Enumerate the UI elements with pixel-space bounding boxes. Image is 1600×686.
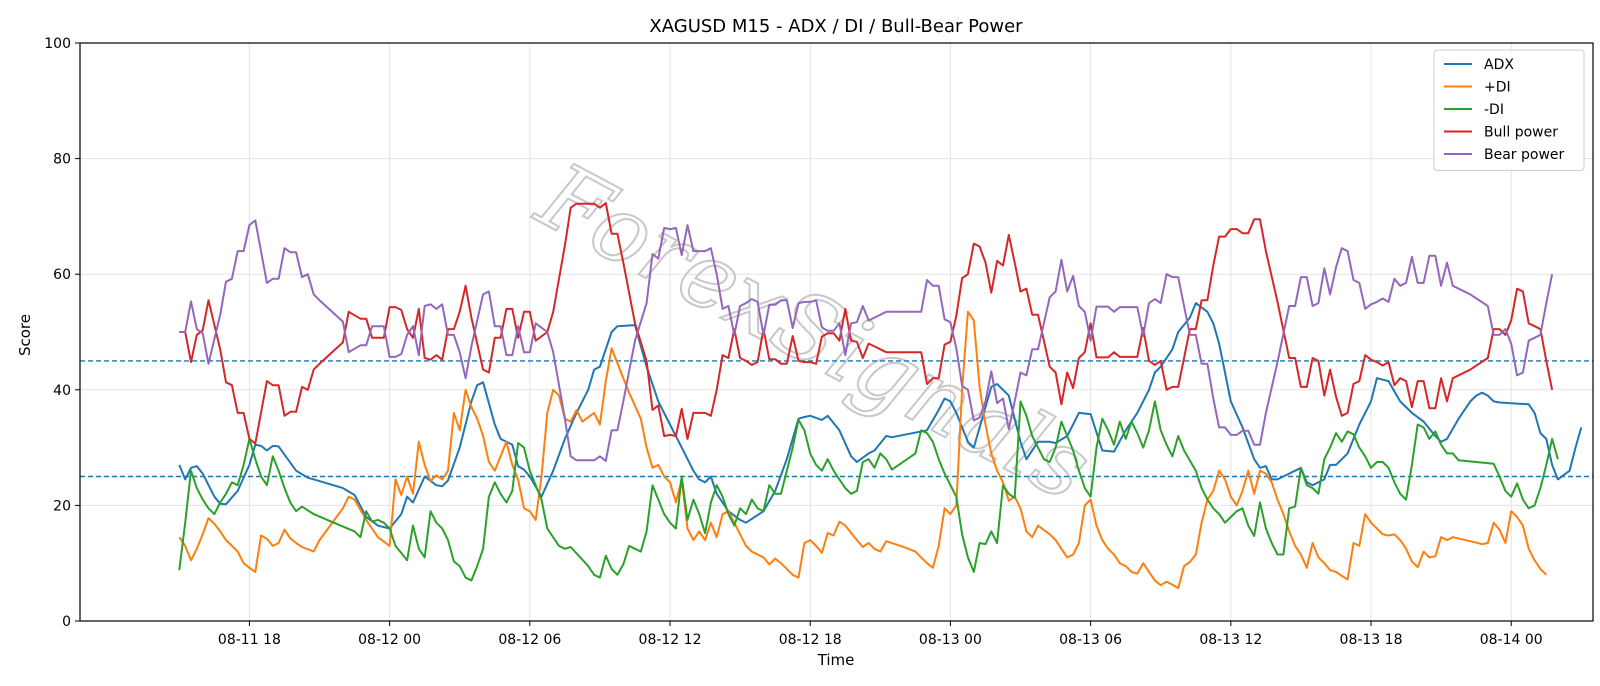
y-tick-label: 80 xyxy=(53,152,71,168)
legend: ADX +DI -DI Bull power Bear power xyxy=(1433,49,1585,171)
legend-label: Bear power xyxy=(1484,147,1565,163)
x-tick-label: 08-13 18 xyxy=(1340,632,1403,648)
grid xyxy=(80,42,1593,622)
series-line-di xyxy=(178,310,1548,590)
y-tick-label: 100 xyxy=(44,36,71,52)
y-tick-label: 40 xyxy=(53,383,71,399)
y-tick-label: 60 xyxy=(53,267,71,283)
legend-frame xyxy=(1433,49,1585,171)
legend-label: -DI xyxy=(1484,102,1504,118)
x-tick-label: 08-14 00 xyxy=(1480,632,1543,648)
series-line-bear-power xyxy=(179,219,1554,462)
x-tick-label: 08-13 06 xyxy=(1059,632,1122,648)
y-tick-label: 20 xyxy=(53,498,71,514)
y-axis-label: Score xyxy=(16,314,34,356)
x-tick-label: 08-13 00 xyxy=(919,632,982,648)
x-tick-label: 08-12 00 xyxy=(358,632,421,648)
axes-frame xyxy=(79,42,1594,622)
x-tick-label: 08-12 18 xyxy=(779,632,842,648)
legend-label: ADX xyxy=(1484,57,1514,73)
x-tick-label: 08-12 06 xyxy=(498,632,561,648)
x-tick-label: 08-12 12 xyxy=(639,632,702,648)
legend-label: Bull power xyxy=(1484,125,1558,141)
series-line-adx xyxy=(178,302,1583,530)
x-tick-label: 08-13 12 xyxy=(1199,632,1262,648)
x-axis-label: Time xyxy=(817,651,855,669)
legend-label: +DI xyxy=(1484,80,1511,96)
y-tick-label: 0 xyxy=(62,614,71,630)
series-line-di xyxy=(178,400,1559,582)
series-line-bull-power xyxy=(179,202,1554,445)
chart-title: XAGUSD M15 - ADX / DI / Bull-Bear Power xyxy=(649,16,1023,37)
x-tick-label: 08-11 18 xyxy=(218,632,281,648)
